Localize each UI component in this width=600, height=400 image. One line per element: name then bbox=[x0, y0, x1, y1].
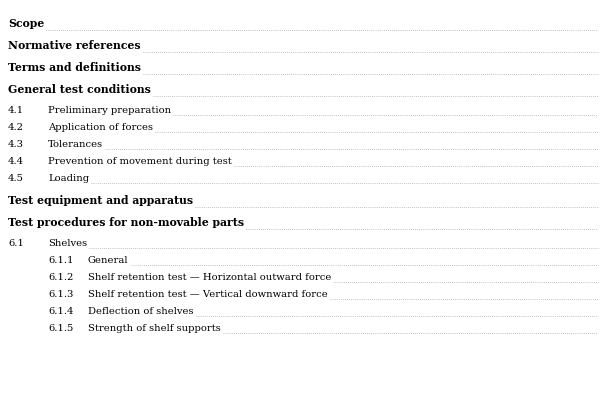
Text: Test equipment and apparatus: Test equipment and apparatus bbox=[8, 195, 193, 206]
Text: Normative references: Normative references bbox=[8, 40, 140, 51]
Text: Application of forces: Application of forces bbox=[48, 123, 153, 132]
Text: 4.4: 4.4 bbox=[8, 157, 24, 166]
Text: 6.1.2: 6.1.2 bbox=[48, 273, 73, 282]
Text: Deflection of shelves: Deflection of shelves bbox=[88, 307, 193, 316]
Text: Shelves: Shelves bbox=[48, 239, 87, 248]
Text: Test procedures for non-movable parts: Test procedures for non-movable parts bbox=[8, 217, 244, 228]
Text: Tolerances: Tolerances bbox=[48, 140, 103, 149]
Text: 6.1.5: 6.1.5 bbox=[48, 324, 73, 333]
Text: 6.1.3: 6.1.3 bbox=[48, 290, 73, 299]
Text: Scope: Scope bbox=[8, 18, 44, 29]
Text: 4.2: 4.2 bbox=[8, 123, 24, 132]
Text: General: General bbox=[88, 256, 128, 265]
Text: 4.1: 4.1 bbox=[8, 106, 24, 115]
Text: 4.5: 4.5 bbox=[8, 174, 24, 183]
Text: Shelf retention test — Vertical downward force: Shelf retention test — Vertical downward… bbox=[88, 290, 328, 299]
Text: Preliminary preparation: Preliminary preparation bbox=[48, 106, 171, 115]
Text: Strength of shelf supports: Strength of shelf supports bbox=[88, 324, 221, 333]
Text: General test conditions: General test conditions bbox=[8, 84, 151, 95]
Text: 4.3: 4.3 bbox=[8, 140, 24, 149]
Text: 6.1.1: 6.1.1 bbox=[48, 256, 74, 265]
Text: Loading: Loading bbox=[48, 174, 89, 183]
Text: Terms and definitions: Terms and definitions bbox=[8, 62, 141, 73]
Text: 6.1: 6.1 bbox=[8, 239, 24, 248]
Text: 6.1.4: 6.1.4 bbox=[48, 307, 74, 316]
Text: Shelf retention test — Horizontal outward force: Shelf retention test — Horizontal outwar… bbox=[88, 273, 331, 282]
Text: Prevention of movement during test: Prevention of movement during test bbox=[48, 157, 232, 166]
